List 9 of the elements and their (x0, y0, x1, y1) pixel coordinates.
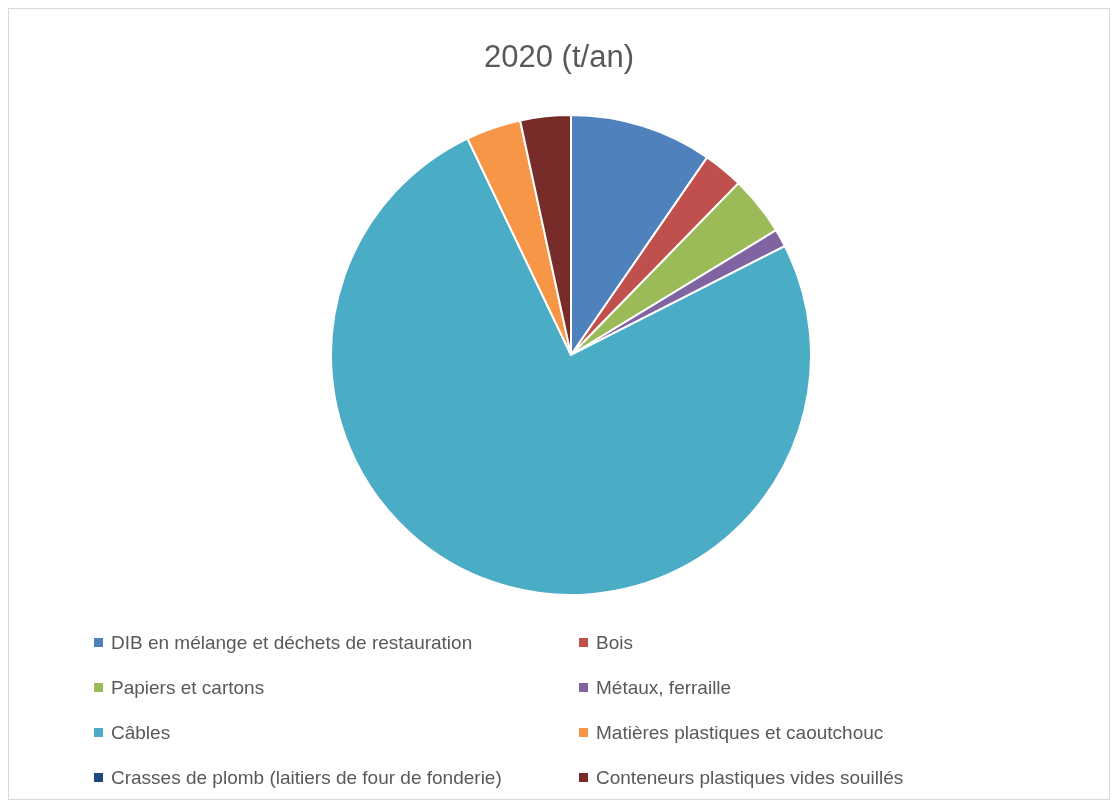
legend-label: Bois (596, 631, 633, 654)
legend-label: Métaux, ferraille (596, 676, 732, 699)
legend-label: Crasses de plomb (laitiers de four de fonderie) (111, 766, 502, 789)
legend-label: DIB en mélange et déchets de restauration (111, 631, 473, 654)
legend-label: Conteneurs plastiques vides souillés (596, 766, 904, 789)
legend-label: Papiers et cartons (111, 676, 265, 699)
chart-title: 2020 (t/an) (483, 39, 635, 75)
legend-label: Câbles (111, 721, 171, 744)
legend-label: Matières plastiques et caoutchouc (596, 721, 884, 744)
